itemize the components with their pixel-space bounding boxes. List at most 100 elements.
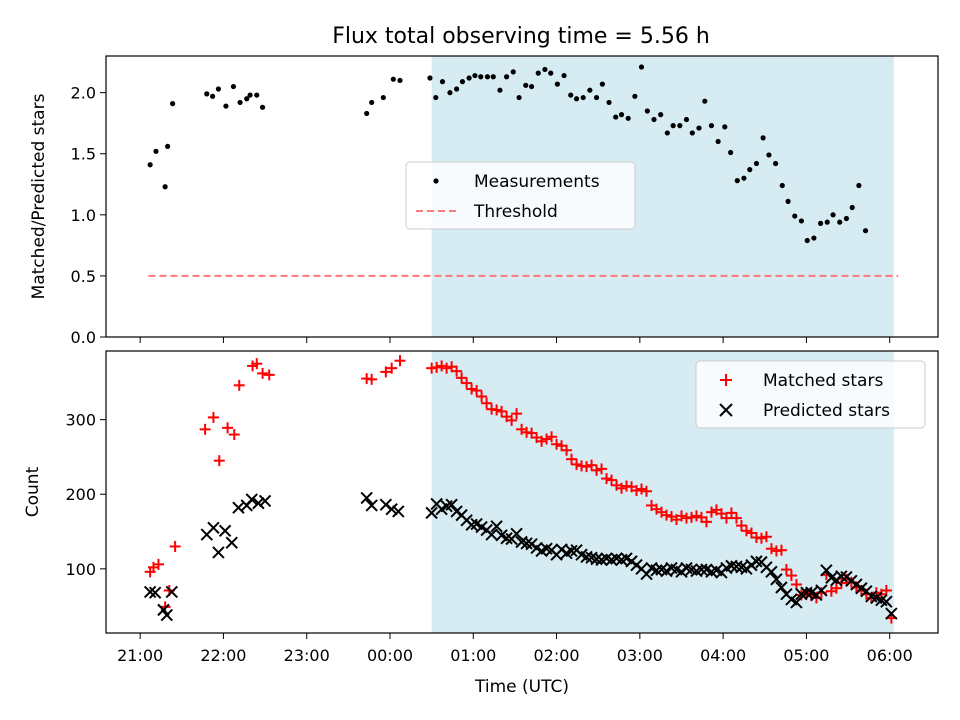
- x-axis-label: Time (UTC): [474, 677, 569, 697]
- predicted-star-point: [770, 573, 783, 586]
- measurement-point: [510, 69, 516, 75]
- panel-ratio: 0.00.51.01.52.0 Matched/Predicted stars …: [29, 55, 939, 347]
- matched-star-point: [601, 473, 613, 485]
- x-tick-label: 03:00: [617, 646, 663, 665]
- matched-star-point: [675, 510, 687, 522]
- predicted-star-point: [730, 560, 743, 573]
- measurement-point: [613, 114, 619, 120]
- matched-star-point: [700, 516, 712, 528]
- matched-star-point: [456, 372, 468, 384]
- matched-star-point: [785, 570, 797, 582]
- matched-star-point: [506, 414, 518, 426]
- matched-star-point: [735, 520, 747, 532]
- bottom-y-tick-label: 100: [65, 560, 96, 579]
- predicted-star-point: [880, 595, 893, 608]
- matched-star-point: [830, 582, 842, 594]
- predicted-star-point: [510, 527, 523, 540]
- bottom-legend: Matched stars Predicted stars: [695, 360, 926, 429]
- measurement-point: [573, 96, 580, 102]
- top-axes-frame: [105, 55, 939, 338]
- bottom-y-ticks: 100 200 300: [65, 411, 106, 579]
- matched-star-point: [476, 391, 488, 403]
- predicted-star-point: [520, 537, 533, 550]
- matched-star-point: [780, 564, 792, 576]
- matched-star-point: [720, 512, 732, 524]
- matched-star-point: [760, 531, 772, 543]
- measurement-point: [390, 76, 396, 82]
- top-y-tick-label: 2.0: [71, 84, 96, 103]
- measurement-point: [747, 167, 753, 173]
- measurement-point: [466, 75, 472, 81]
- predicted-star-point: [258, 494, 272, 508]
- predicted-star-point: [425, 506, 438, 520]
- predicted-star-point: [465, 518, 478, 532]
- measurement-point: [837, 219, 843, 225]
- x-tick-label: 02:00: [534, 646, 580, 665]
- predicted-star-point: [885, 607, 898, 620]
- predicted-star-point: [485, 528, 498, 541]
- measurement-point: [696, 125, 702, 131]
- chart-title: Flux total observing time = 5.56 h: [332, 24, 710, 49]
- measurement-point: [670, 123, 676, 129]
- predicted-star-point: [225, 536, 238, 549]
- matched-star-point: [566, 453, 578, 465]
- measurement-point: [162, 184, 168, 190]
- predicted-stars-points: [143, 491, 898, 622]
- matched-star-point: [233, 379, 245, 391]
- measurement-point: [210, 93, 216, 99]
- top-legend: Measurements Threshold: [405, 161, 636, 230]
- predicted-star-point: [165, 585, 179, 599]
- matched-star-point: [436, 360, 448, 372]
- predicted-star-point: [212, 546, 225, 559]
- matched-star-point: [551, 438, 563, 450]
- x-tick-label: 06:00: [867, 646, 913, 665]
- measurement-point: [843, 215, 849, 222]
- matched-star-point: [730, 512, 742, 524]
- measurement-point: [380, 94, 386, 101]
- measurement-point: [689, 130, 695, 136]
- measurement-point: [804, 237, 810, 244]
- measurement-point: [230, 83, 237, 90]
- measurement-point: [254, 92, 260, 98]
- matched-star-point: [380, 366, 392, 378]
- predicted-star-point: [750, 555, 763, 568]
- measurement-point: [599, 81, 605, 87]
- predicted-star-point: [815, 584, 828, 597]
- measurement-point: [528, 83, 535, 90]
- measurement-point: [165, 143, 171, 150]
- matched-star-point: [491, 404, 503, 416]
- matched-star-point: [257, 367, 269, 379]
- predicted-star-point: [790, 596, 803, 609]
- measurement-point: [760, 135, 766, 141]
- top-y-tick-label: 1.0: [71, 206, 96, 225]
- panel-counts: 100 200 300 21:00 22:00 23:00 00:00 01:00 02:00…: [23, 350, 939, 697]
- measurement-point: [792, 213, 798, 219]
- measurement-point: [204, 91, 210, 97]
- matched-star-point: [685, 511, 697, 523]
- x-tick-label: 21:00: [117, 646, 163, 665]
- predicted-star-point: [148, 586, 162, 599]
- matched-star-point: [496, 405, 508, 417]
- measurement-point: [632, 93, 638, 99]
- matched-star-point: [586, 459, 598, 471]
- x-tick-label: 05:00: [783, 646, 829, 665]
- measurement-point: [593, 94, 600, 101]
- measurement-point: [427, 75, 433, 81]
- matched-star-point: [880, 584, 892, 596]
- measurement-point: [554, 81, 560, 87]
- matched-star-point: [466, 383, 478, 395]
- matched-star-point: [581, 461, 593, 473]
- matched-star-point: [481, 397, 493, 409]
- matched-star-point: [631, 485, 643, 497]
- matched-star-point: [591, 464, 603, 476]
- x-tick-label: 22:00: [200, 646, 246, 665]
- matched-star-point: [207, 411, 219, 423]
- measurement-point: [625, 115, 631, 121]
- matched-star-point: [228, 429, 240, 441]
- predicted-star-point: [775, 581, 788, 594]
- top-y-axis-label: Matched/Predicted stars: [29, 93, 49, 299]
- bottom-y-tick-label: 200: [65, 485, 96, 504]
- measurement-points: [147, 64, 869, 244]
- matched-star-point: [541, 433, 553, 445]
- matched-star-point: [596, 463, 608, 475]
